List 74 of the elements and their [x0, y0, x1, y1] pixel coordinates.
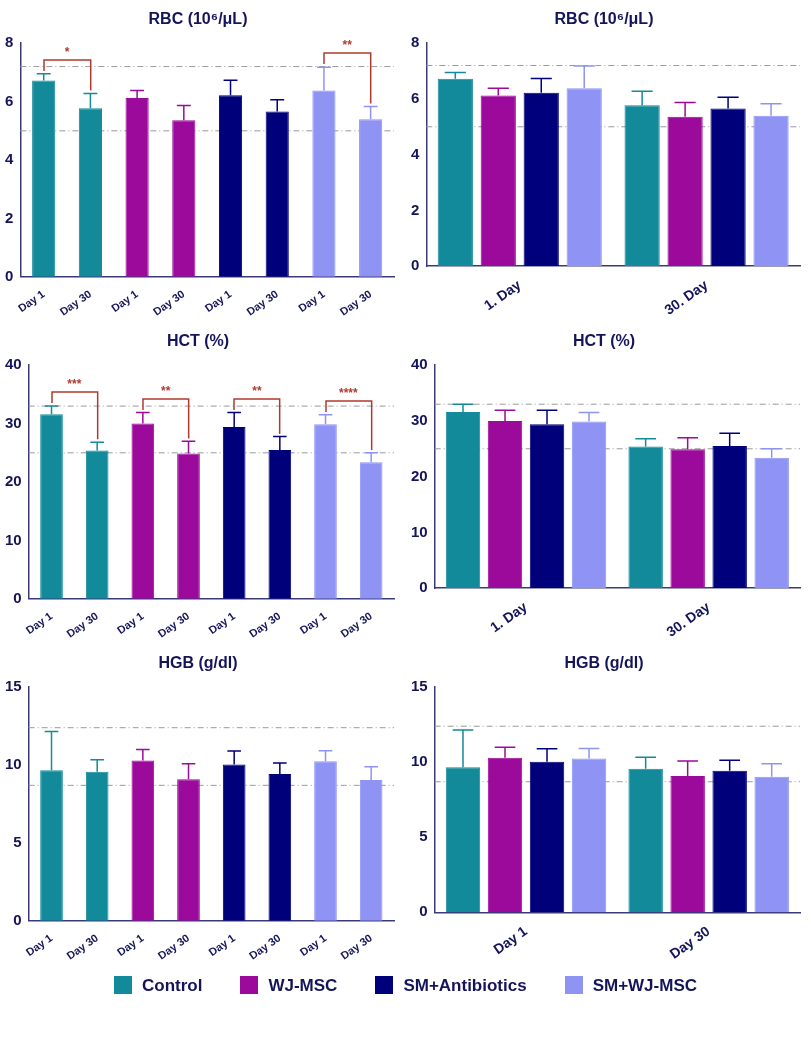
x-tick-label: Day 1 [297, 931, 329, 959]
chart-title: HCT (%) [572, 332, 636, 350]
x-tick-label: Day 30 [57, 287, 94, 318]
x-tick-label: Day 1 [23, 609, 55, 637]
y-tick-label: 0 [13, 910, 22, 928]
x-tick-label: Day 1 [15, 287, 47, 315]
annotation: ** [252, 383, 262, 398]
x-tick-label: Day 1 [114, 609, 146, 637]
y-tick-label: 10 [411, 522, 428, 540]
x-tick-label: Day 30 [666, 922, 713, 962]
x-tick-label: Day 30 [246, 609, 283, 640]
x-tick-label: Day 1 [109, 287, 140, 315]
x-tick-label: Day 30 [337, 287, 374, 318]
x-tick-label: 1. Day [480, 276, 524, 314]
x-tick-label: Day 30 [64, 931, 101, 962]
y-tick-label: 4 [5, 150, 14, 168]
x-tick-label: Day 30 [150, 287, 187, 318]
y-tick-label: 5 [13, 833, 22, 851]
x-tick-label: Day 1 [202, 287, 234, 315]
legend-label: SM+Antibiotics [402, 976, 527, 996]
x-tick-label: 1. Day [487, 598, 531, 636]
x-tick-label: Day 30 [155, 931, 192, 962]
annotation: * [64, 45, 70, 60]
x-tick-label: 30. Day [661, 276, 711, 318]
annotation: ** [161, 383, 171, 398]
y-tick-label: 5 [419, 827, 428, 845]
y-tick-label: 0 [5, 266, 14, 284]
y-tick-label: 20 [411, 466, 428, 484]
x-tick-label: Day 1 [23, 931, 55, 959]
x-tick-label: Day 30 [246, 931, 283, 962]
y-tick-label: 0 [419, 902, 428, 920]
legend-label: SM+WJ-MSC [591, 976, 698, 996]
x-tick-label: Day 1 [295, 287, 327, 315]
y-tick-label: 8 [411, 33, 420, 51]
x-tick-label: Day 30 [155, 609, 192, 640]
y-tick-label: 0 [411, 256, 420, 274]
x-tick-label: Day 30 [244, 287, 281, 318]
y-tick-label: 10 [5, 755, 22, 773]
legend-label: Control [141, 976, 203, 996]
x-tick-label: Day 1 [206, 931, 238, 959]
x-tick-label: Day 30 [338, 609, 375, 640]
y-tick-label: 10 [411, 752, 428, 770]
y-tick-label: 6 [5, 91, 14, 109]
annotation: *** [67, 377, 82, 392]
annotation: **** [338, 386, 358, 401]
y-tick-label: 40 [411, 355, 428, 373]
chart-title: RBC (10⁶/μL) [554, 10, 654, 28]
x-tick-label: 30. Day [663, 598, 713, 640]
x-tick-label: Day 30 [64, 609, 101, 640]
chart-title: RBC (10⁶/μL) [148, 10, 248, 28]
chart-title: HGB (g/dl) [158, 654, 238, 672]
x-tick-label: Day 30 [338, 931, 375, 962]
y-tick-label: 2 [5, 208, 14, 226]
y-tick-label: 20 [5, 472, 22, 490]
y-tick-label: 2 [411, 200, 420, 218]
y-tick-label: 15 [5, 677, 22, 695]
y-tick-label: 40 [5, 355, 22, 373]
y-tick-label: 15 [411, 677, 428, 695]
annotation: ** [342, 38, 353, 53]
legend-label: WJ-MSC [267, 976, 338, 996]
y-tick-label: 8 [5, 33, 14, 51]
chart-title: HGB (g/dl) [564, 654, 644, 672]
y-tick-label: 6 [411, 89, 420, 107]
x-tick-label: Day 1 [114, 931, 146, 959]
chart-title: HCT (%) [166, 332, 230, 350]
y-tick-label: 0 [13, 588, 22, 606]
y-tick-label: 4 [411, 144, 420, 162]
y-tick-label: 30 [411, 411, 428, 429]
y-tick-label: 10 [5, 530, 22, 548]
x-tick-label: Day 1 [206, 609, 238, 637]
y-tick-label: 0 [419, 578, 428, 596]
x-tick-label: Day 1 [490, 922, 531, 958]
x-tick-label: Day 1 [297, 609, 329, 637]
y-tick-label: 30 [5, 413, 22, 431]
